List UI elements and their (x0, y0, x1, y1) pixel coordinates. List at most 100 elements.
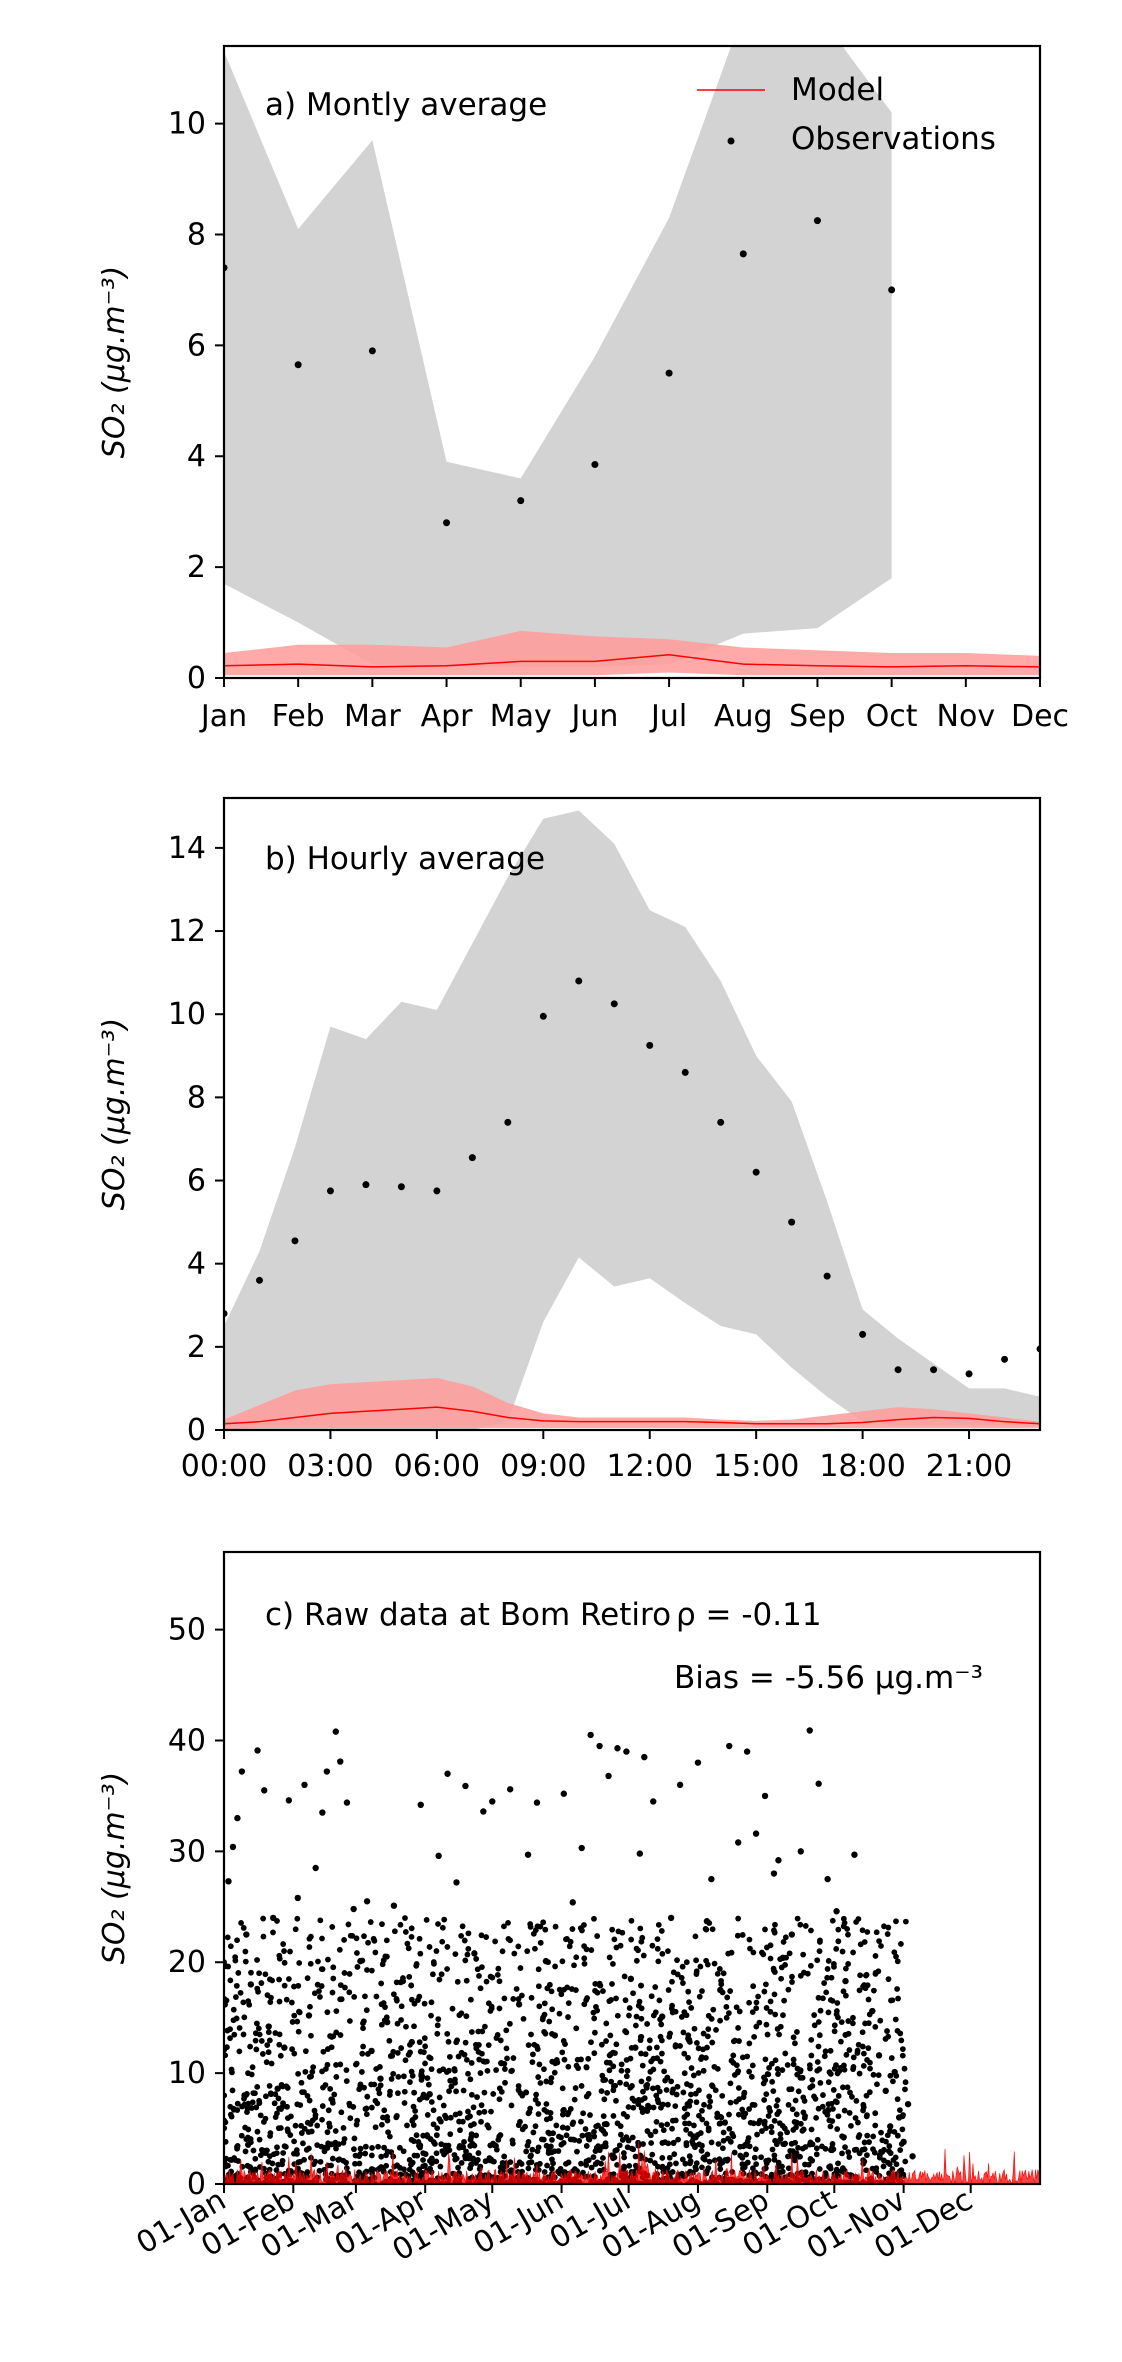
obs-point (444, 1966, 450, 1972)
obs-point (793, 2150, 800, 2157)
obs-point (309, 2117, 316, 2124)
obs-point (844, 2084, 851, 2091)
obs-point (646, 2045, 653, 2052)
obs-point (380, 2000, 387, 2006)
obs-point (601, 2096, 608, 2103)
obs-point (793, 2111, 800, 2118)
obs-point (456, 2170, 463, 2176)
obs-point (870, 1987, 877, 1994)
obs-point (324, 2009, 331, 2016)
obs-point (714, 1970, 721, 1977)
obs-point (782, 2050, 789, 2057)
obs-point (746, 2068, 753, 2075)
obs-point (654, 2084, 661, 2091)
legend-obs-marker (727, 137, 735, 145)
obs-point (463, 2013, 470, 2020)
obs-point (829, 2141, 836, 2147)
obs-point (497, 2037, 504, 2044)
obs-point (871, 2149, 878, 2156)
obs-point (501, 1995, 508, 2002)
obs-point (465, 2108, 471, 2115)
obs-point (626, 2012, 632, 2019)
obs-point (701, 2101, 707, 2108)
obs-point (828, 1974, 835, 1981)
obs-point (681, 2105, 688, 2112)
obs-point (765, 2113, 772, 2119)
obs-point (898, 2167, 905, 2174)
obs-point (386, 2133, 393, 2140)
obs-point (468, 2060, 475, 2066)
obs-point (551, 2148, 558, 2155)
obs-point (800, 2109, 807, 2116)
obs-point (318, 1983, 325, 1989)
obs-point (351, 1993, 358, 2000)
obs-point (569, 1899, 576, 1906)
obs-point (424, 2075, 431, 2081)
obs-point (839, 2150, 845, 2157)
obs-point (669, 2117, 676, 2124)
obs-point (336, 1946, 343, 1953)
y-tick-label: 4 (187, 439, 206, 474)
obs-point (863, 2113, 870, 2120)
obs-point (264, 2042, 271, 2048)
obs-point (431, 1960, 437, 1967)
panel-b: 0 2 4 6 8 10 12 14 00:00 03:00 06:00 09:00 12:00 15:… (97, 796, 1042, 1484)
obs-point (423, 1917, 430, 1923)
obs-point (224, 2027, 231, 2034)
obs-point (874, 2081, 880, 2088)
obs-point (886, 2170, 892, 2177)
obs-point (465, 1945, 472, 1952)
obs-point (266, 2153, 273, 2160)
obs-point (493, 2142, 499, 2149)
obs-point (254, 1957, 260, 1963)
obs-point (455, 2164, 461, 2171)
obs-point (829, 1917, 836, 1924)
obs-point (706, 2103, 713, 2110)
obs-point (362, 1993, 368, 2000)
obs-point (439, 1924, 446, 1931)
obs-point (876, 1938, 882, 1945)
obs-point (717, 2166, 724, 2172)
panel-c-title: c) Raw data at Bom Retiro (265, 1597, 671, 1633)
obs-point (252, 2030, 259, 2037)
obs-point (245, 2142, 252, 2148)
obs-point (517, 2118, 523, 2125)
obs-point (725, 2010, 732, 2017)
obs-point (273, 2167, 280, 2173)
obs-point (778, 1964, 785, 1971)
obs-point (808, 1927, 814, 1934)
obs-point (491, 2158, 497, 2165)
obs-point (288, 1999, 295, 2006)
obs-point (537, 2080, 544, 2086)
obs-point (836, 2068, 843, 2074)
obs-point (696, 2112, 702, 2119)
obs-point (245, 2070, 251, 2077)
obs-point (707, 2098, 714, 2105)
obs-point (819, 2143, 825, 2150)
obs-point (532, 1945, 538, 1952)
obs-point (318, 1966, 325, 1972)
obs-point (792, 2040, 798, 2047)
obs-point (795, 2144, 801, 2151)
obs-point (447, 2114, 454, 2121)
obs-point (238, 1920, 244, 1926)
obs-point (646, 1041, 654, 1049)
obs-point (442, 2143, 449, 2150)
obs-point (869, 2007, 876, 2015)
obs-point (473, 2041, 479, 2048)
obs-point (379, 1921, 385, 1928)
obs-point (542, 1926, 549, 1933)
obs-point (487, 2142, 494, 2149)
obs-point (310, 2161, 317, 2168)
panel-c-x-ticks: 01-Jan01-Feb01-Mar01-Apr01-May01-Jun01-J… (131, 2182, 979, 2268)
obs-point (309, 2068, 316, 2075)
obs-point (362, 2106, 369, 2112)
obs-point (687, 2158, 694, 2165)
obs-point (850, 2014, 856, 2021)
obs-point (267, 2133, 273, 2139)
obs-point (603, 2038, 609, 2044)
obs-point (726, 1742, 733, 1750)
obs-point (408, 1925, 415, 1932)
obs-point (717, 1986, 724, 1994)
obs-point (613, 2097, 619, 2104)
